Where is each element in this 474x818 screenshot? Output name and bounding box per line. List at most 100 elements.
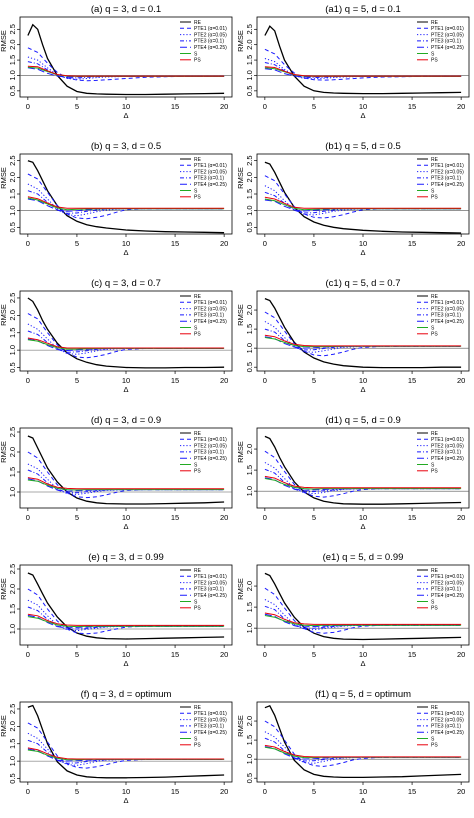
- series-line-pte2: [27, 183, 225, 217]
- series-line-ps: [264, 744, 462, 758]
- legend-label: PTE3 (α=0.1): [194, 313, 224, 319]
- legend-label: RE: [194, 157, 202, 163]
- series-line-ps: [27, 337, 225, 349]
- y-tick-label: 0.5: [245, 362, 254, 372]
- panel-e: (e) q = 3, d = 0.99 0 5 10 15 20 Δ 1.0 1.5 2.0 2.5…: [0, 552, 233, 668]
- series-line-s: [264, 478, 462, 490]
- y-tick-label: 1.5: [8, 189, 17, 199]
- panel-a1: (a1) q = 5, d = 0.1 0 5 10 15 20 Δ 0.5 1.0 1.5 2.0…: [236, 4, 470, 120]
- y-tick-label: 1.0: [8, 624, 17, 634]
- series-line-re: [27, 23, 225, 96]
- y-tick-label: 1.5: [8, 55, 17, 65]
- x-tick-label: 10: [122, 513, 130, 522]
- legend-label: PTE4 (α=0.25): [194, 45, 227, 51]
- x-tick-label: 15: [408, 239, 416, 248]
- legend-label: S: [194, 51, 198, 57]
- x-tick-label: 5: [75, 102, 79, 111]
- y-axis-label: RMSE: [0, 441, 8, 463]
- panel-title: (c1) q = 5, d = 0.7: [326, 278, 401, 289]
- series-line-re: [27, 704, 225, 779]
- series-line-ps: [27, 65, 225, 77]
- legend-label: PTE2 (α=0.05): [431, 443, 464, 449]
- series-line-re: [264, 25, 462, 95]
- legend-label: PTE3 (α=0.1): [431, 587, 461, 593]
- x-tick-label: 0: [26, 102, 30, 111]
- series-line-pte1: [27, 173, 225, 220]
- legend-label: PTE2 (α=0.05): [431, 580, 464, 586]
- x-tick-label: 10: [122, 650, 130, 659]
- legend-label: S: [431, 188, 435, 194]
- y-tick-label: 2.0: [8, 310, 17, 320]
- panel-b: (b) q = 3, d = 0.5 0 5 10 15 20 Δ 0.5 1.0 1.5 2.0 2…: [0, 141, 233, 257]
- y-tick-label: 0.5: [8, 773, 17, 783]
- legend-label: PS: [194, 606, 201, 612]
- legend-label: PS: [431, 606, 438, 612]
- series-line-pte1: [27, 451, 225, 499]
- panel-e1: (e1) q = 5, d = 0.99 0 5 10 15 20 Δ 1.0 1.5 2.0RM…: [236, 552, 470, 668]
- y-tick-label: 2.5: [245, 155, 254, 165]
- panel-title: (d1) q = 5, d = 0.9: [325, 415, 401, 426]
- legend-label: S: [431, 325, 435, 331]
- y-tick-label: 1.0: [245, 623, 254, 633]
- panel-f: (f) q = 3, d = optimum 0 5 10 15 20 Δ 0.5 1.0 1.5…: [0, 689, 233, 805]
- x-tick-label: 0: [263, 239, 267, 248]
- legend-label: PS: [431, 58, 438, 64]
- x-tick-label: 10: [122, 787, 130, 796]
- legend-label: PTE4 (α=0.25): [431, 45, 464, 51]
- series-line-pte1: [27, 588, 225, 635]
- panel-title: (d) q = 3, d = 0.9: [91, 415, 161, 426]
- x-tick-label: 5: [312, 102, 316, 111]
- panel-title: (a) q = 3, d = 0.1: [91, 4, 161, 15]
- series-line-pte2: [27, 599, 225, 632]
- panel-c: (c) q = 3, d = 0.7 0 5 10 15 20 Δ 0.5 1.0 1.5 2.0 2…: [0, 278, 233, 394]
- y-tick-label: 1.5: [245, 55, 254, 65]
- y-tick-label: 1.5: [245, 602, 254, 612]
- y-axis-label: RMSE: [236, 167, 245, 189]
- x-tick-label: 10: [359, 239, 367, 248]
- series-line-pte2: [27, 463, 225, 495]
- series-line-s: [264, 615, 462, 627]
- legend-label: PS: [431, 743, 438, 749]
- y-tick-label: 2.0: [245, 39, 254, 49]
- y-tick-label: 1.5: [245, 189, 254, 199]
- legend-label: PTE1 (α=0.01): [431, 300, 464, 306]
- legend-label: PTE1 (α=0.01): [431, 26, 464, 32]
- series-line-re: [27, 435, 225, 505]
- series-line-pte4: [264, 199, 462, 212]
- x-tick-label: 10: [359, 650, 367, 659]
- x-tick-label: 15: [171, 787, 179, 796]
- legend-label: PTE2 (α=0.05): [194, 443, 227, 449]
- legend-label: PS: [194, 332, 201, 338]
- panel-f1: (f1) q = 5, d = optimum 0 5 10 15 20 Δ 0.5 1.0 1.…: [236, 689, 470, 805]
- x-tick-label: 0: [26, 239, 30, 248]
- x-tick-label: 20: [457, 650, 465, 659]
- panel-title: (e) q = 3, d = 0.99: [88, 552, 164, 563]
- y-tick-label: 2.0: [245, 716, 254, 726]
- y-tick-label: 2.0: [8, 172, 17, 182]
- legend-label: PTE3 (α=0.1): [194, 39, 224, 45]
- x-tick-label: 5: [312, 650, 316, 659]
- x-tick-label: 15: [408, 513, 416, 522]
- series-line-s: [264, 746, 462, 759]
- y-tick-label: 2.5: [8, 704, 17, 714]
- y-tick-label: 1.0: [8, 487, 17, 497]
- y-tick-label: 2.0: [8, 39, 17, 49]
- legend-label: PS: [431, 332, 438, 338]
- y-tick-label: 2.0: [8, 721, 17, 731]
- panel-a: (a) q = 3, d = 0.1 0 5 10 15 20 Δ 0.5 1.0 1.5 2.0 2…: [0, 4, 233, 120]
- legend-label: PTE1 (α=0.01): [194, 300, 227, 306]
- panel-title: (b1) q = 5, d = 0.5: [325, 141, 401, 152]
- y-tick-label: 1.0: [8, 205, 17, 215]
- y-tick-label: 1.0: [8, 345, 17, 355]
- x-tick-label: 20: [220, 513, 228, 522]
- x-axis-label: Δ: [123, 385, 128, 394]
- x-axis-label: Δ: [360, 659, 365, 668]
- panel-b1: (b1) q = 5, d = 0.5 0 5 10 15 20 Δ 0.5 1.0 1.5 2.0…: [236, 141, 470, 257]
